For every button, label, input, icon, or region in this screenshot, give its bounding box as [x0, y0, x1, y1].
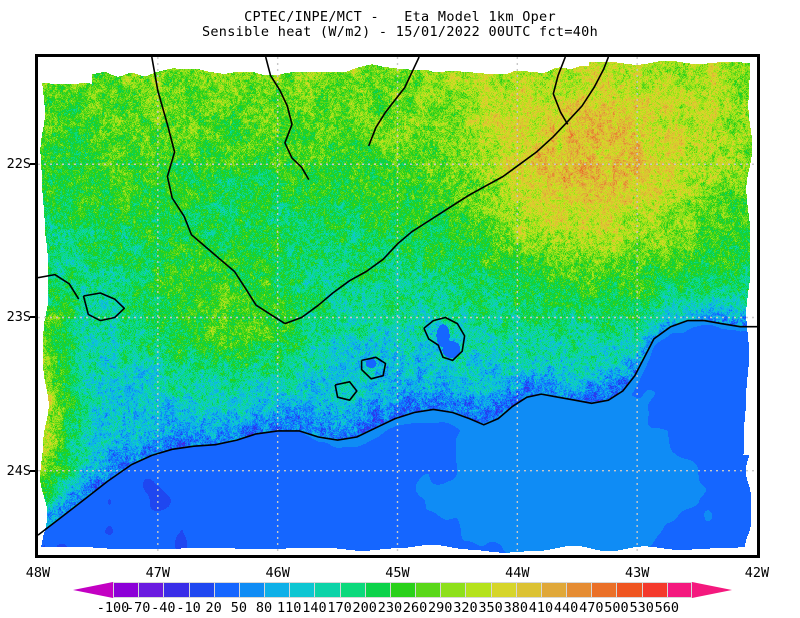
- colorbar-tick-neg40: -40: [151, 600, 176, 616]
- colorbar-swatch: [289, 582, 315, 598]
- colorbar-swatch: [339, 582, 365, 598]
- colorbar-swatch: [591, 582, 617, 598]
- state-border-branch-c: [552, 57, 569, 125]
- x-axis-tick-label-47w: 47W: [145, 565, 171, 581]
- chart-title: CPTEC/INPE/MCT - Eta Model 1km Oper Sens…: [0, 10, 800, 40]
- x-axis-tick-label-44w: 44W: [505, 565, 530, 581]
- colorbar-tick-320: 320: [453, 600, 478, 616]
- colorbar-tick-neg100: -100: [96, 600, 130, 616]
- y-axis-tick-label-24s: 24S: [6, 462, 31, 479]
- colorbar-tick-neg10: -10: [176, 600, 201, 616]
- map-plot-frame: [35, 54, 760, 558]
- coastline-and-borders: [38, 57, 757, 536]
- colorbar-swatch: [188, 582, 214, 598]
- x-axis-tick-label-42w: 42W: [744, 565, 770, 581]
- colorbar-tick-530: 530: [629, 600, 654, 616]
- title-line-2: Sensible heat (W/m2) - 15/01/2022 00UTC …: [201, 24, 599, 40]
- colorbar-swatch: [163, 582, 189, 598]
- colorbar-under-arrow: [73, 582, 113, 598]
- colorbar-swatch: [364, 582, 390, 598]
- colorbar-swatch: [540, 582, 567, 598]
- coastline: [38, 319, 757, 536]
- colorbar-tick-230: 230: [377, 600, 403, 616]
- colorbar-over-arrow: [692, 582, 732, 598]
- colorbar: [113, 582, 692, 598]
- y-axis-tick-label-22s: 22S: [6, 156, 31, 173]
- colorbar-swatch: [440, 582, 466, 598]
- colorbar-swatch: [415, 582, 441, 598]
- state-border-rj-mg: [284, 57, 610, 325]
- y-axis-tick-mark: [30, 469, 36, 472]
- ilha-sao-sebastiao: [360, 356, 387, 380]
- colorbar-tick-380: 380: [503, 600, 528, 616]
- x-axis-tick-label-45w: 45W: [385, 565, 410, 581]
- colorbar-swatch: [389, 582, 416, 598]
- map-vector-overlay: [38, 57, 757, 555]
- colorbar-tick-260: 260: [402, 600, 428, 616]
- colorbar-swatch: [465, 582, 491, 598]
- title-line-1: CPTEC/INPE/MCT - Eta Model 1km Oper: [244, 9, 556, 25]
- colorbar-tick-470: 470: [579, 600, 604, 616]
- colorbar-tick-20: 20: [205, 600, 222, 616]
- colorbar-swatch: [138, 582, 164, 598]
- colorbar-tick-200: 200: [352, 600, 377, 616]
- gridlines: [38, 57, 757, 555]
- island-outline: [334, 380, 358, 402]
- colorbar-swatch: [515, 582, 541, 598]
- colorbar-tick-560: 560: [654, 600, 679, 616]
- x-axis-tick-label-43w: 43W: [624, 565, 650, 581]
- state-border-branch-b: [367, 57, 420, 147]
- x-axis-tick-label-46w: 46W: [265, 565, 290, 581]
- y-axis-tick-mark: [30, 316, 36, 319]
- colorbar-swatch: [238, 582, 265, 598]
- reservoir-outline: [82, 292, 126, 322]
- colorbar-swatch: [213, 582, 239, 598]
- colorbar-tick-500: 500: [604, 600, 629, 616]
- colorbar-tick-50: 50: [230, 600, 247, 616]
- colorbar-tick-110: 110: [277, 600, 302, 616]
- state-border-sp-mg: [151, 57, 286, 325]
- colorbar-swatch: [314, 582, 340, 598]
- y-axis-tick-mark: [30, 163, 36, 166]
- colorbar-tick-neg70: -70: [125, 600, 151, 616]
- colorbar-tick-140: 140: [302, 600, 327, 616]
- guanabara-bay-outline: [423, 316, 466, 362]
- x-axis-tick-label-48w: 48W: [25, 565, 51, 581]
- colorbar-tick-labels: -100 -70 -40 -10 20 50 80 110 140 170 200 230 260 290…: [0, 600, 800, 616]
- colorbar-swatch: [666, 582, 692, 598]
- colorbar-tick-290: 290: [428, 600, 453, 616]
- colorbar-tick-440: 440: [553, 600, 579, 616]
- colorbar-swatch: [264, 582, 290, 598]
- colorbar-swatch: [490, 582, 516, 598]
- colorbar-swatch: [566, 582, 592, 598]
- colorbar-swatch: [616, 582, 642, 598]
- colorbar-tick-410: 410: [528, 600, 554, 616]
- colorbar-tick-350: 350: [478, 600, 503, 616]
- colorbar-tick-170: 170: [327, 600, 352, 616]
- colorbar-swatch: [113, 582, 139, 598]
- state-border-branch-a: [264, 57, 310, 181]
- colorbar-swatch: [641, 582, 667, 598]
- y-axis-tick-label-23s: 23S: [6, 309, 31, 326]
- river-outline: [38, 273, 80, 300]
- map-clip-region: [38, 57, 757, 555]
- colorbar-tick-80: 80: [255, 600, 273, 616]
